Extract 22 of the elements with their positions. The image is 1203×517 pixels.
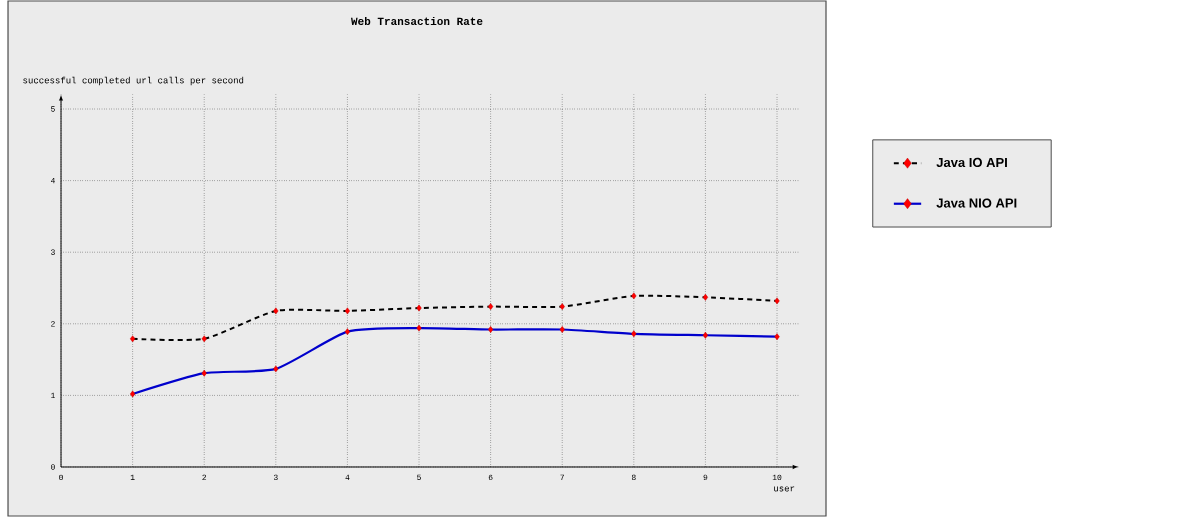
y-tick-label: 3 [51, 249, 55, 255]
chart-title: Web Transaction Rate [351, 16, 483, 26]
y-axis-title: successful completed url calls per second [23, 76, 244, 86]
legend-label: Java IO API [936, 157, 1007, 168]
x-tick-label: 6 [488, 474, 493, 481]
x-tick-label: 3 [273, 474, 278, 481]
y-tick-label: 2 [51, 321, 55, 327]
x-tick-label: 2 [202, 474, 207, 480]
x-tick-label: 9 [703, 474, 708, 481]
x-axis-title: user [774, 486, 795, 492]
y-tick-label: 5 [51, 106, 55, 112]
x-tick-label: 4 [345, 474, 350, 480]
x-tick-label: 0 [59, 474, 63, 481]
legend-label: Java NIO API [936, 198, 1017, 208]
x-tick-label: 10 [772, 474, 782, 481]
x-tick-label: 5 [417, 474, 421, 480]
x-tick-label: 8 [631, 474, 636, 481]
x-tick-label: 7 [560, 474, 564, 480]
y-tick-label: 1 [51, 392, 55, 399]
y-tick-label: 0 [51, 464, 55, 470]
y-tick-label: 4 [50, 177, 55, 184]
x-tick-label: 1 [130, 474, 135, 480]
